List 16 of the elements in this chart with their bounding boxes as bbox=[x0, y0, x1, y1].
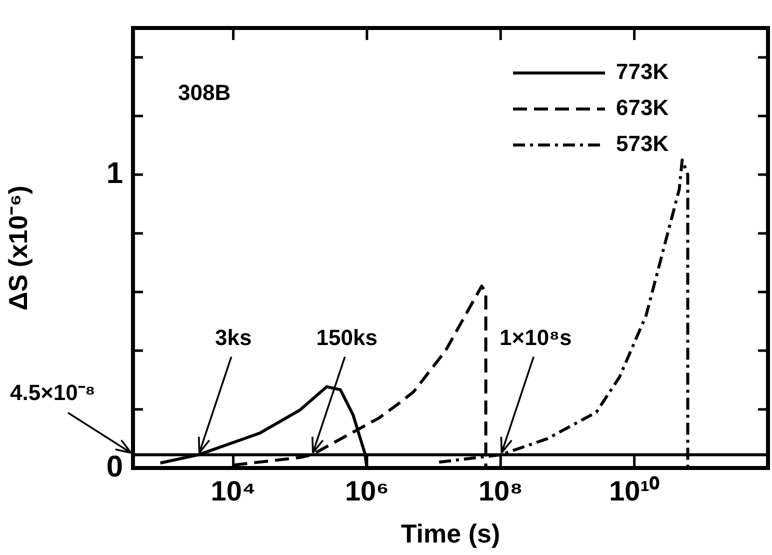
x-tick-label: 10⁴ bbox=[210, 476, 256, 507]
y-axis-title: ΔS (x10⁻⁶) bbox=[2, 186, 33, 310]
ref-line-label: 4.5×10⁻⁸ bbox=[10, 380, 96, 405]
legend-label: 773K bbox=[616, 59, 669, 84]
x-tick-label: 10⁸ bbox=[478, 476, 523, 507]
legend-label: 673K bbox=[616, 95, 669, 120]
y-tick-label: 0 bbox=[106, 450, 123, 484]
x-axis-title: Time (s) bbox=[400, 518, 500, 549]
y-tick-label: 1 bbox=[106, 156, 123, 190]
annotation: 3ks bbox=[214, 324, 252, 350]
annotation: 150ks bbox=[316, 324, 378, 350]
legend-label: 573K bbox=[616, 131, 669, 156]
annotation: 308B bbox=[178, 80, 231, 106]
x-tick-label: 10⁶ bbox=[344, 476, 389, 507]
x-tick-label: 10¹⁰ bbox=[609, 476, 660, 507]
annotation: 1×10⁸s bbox=[500, 324, 572, 350]
